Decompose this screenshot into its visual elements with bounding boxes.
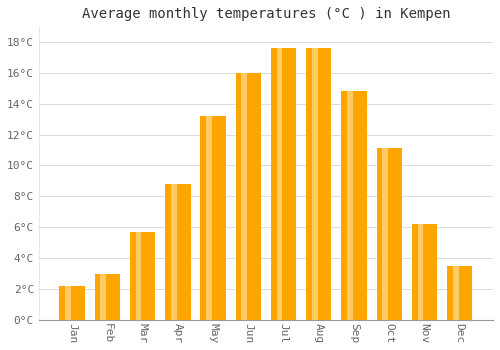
Bar [276,48,290,320]
Bar [382,148,396,320]
Bar [171,184,185,320]
Title: Average monthly temperatures (°C ) in Kempen: Average monthly temperatures (°C ) in Ke… [82,7,450,21]
Bar [106,274,115,320]
Bar [388,148,397,320]
Bar [347,91,361,320]
Bar [353,91,362,320]
Bar [65,286,79,320]
Bar [306,48,332,320]
Bar [247,73,256,320]
Bar [452,266,466,320]
Bar [271,48,296,320]
Bar [447,266,472,320]
Bar [94,274,120,320]
Bar [418,224,432,320]
Bar [130,232,156,320]
Bar [206,116,220,320]
Bar [282,48,292,320]
Bar [60,286,85,320]
Bar [71,286,80,320]
Bar [318,48,326,320]
Bar [376,148,402,320]
Bar [412,224,437,320]
Bar [176,184,186,320]
Bar [212,116,221,320]
Bar [458,266,468,320]
Bar [165,184,190,320]
Bar [342,91,366,320]
Bar [100,274,114,320]
Bar [424,224,432,320]
Bar [236,73,261,320]
Bar [200,116,226,320]
Bar [242,73,256,320]
Bar [142,232,150,320]
Bar [136,232,149,320]
Bar [312,48,326,320]
